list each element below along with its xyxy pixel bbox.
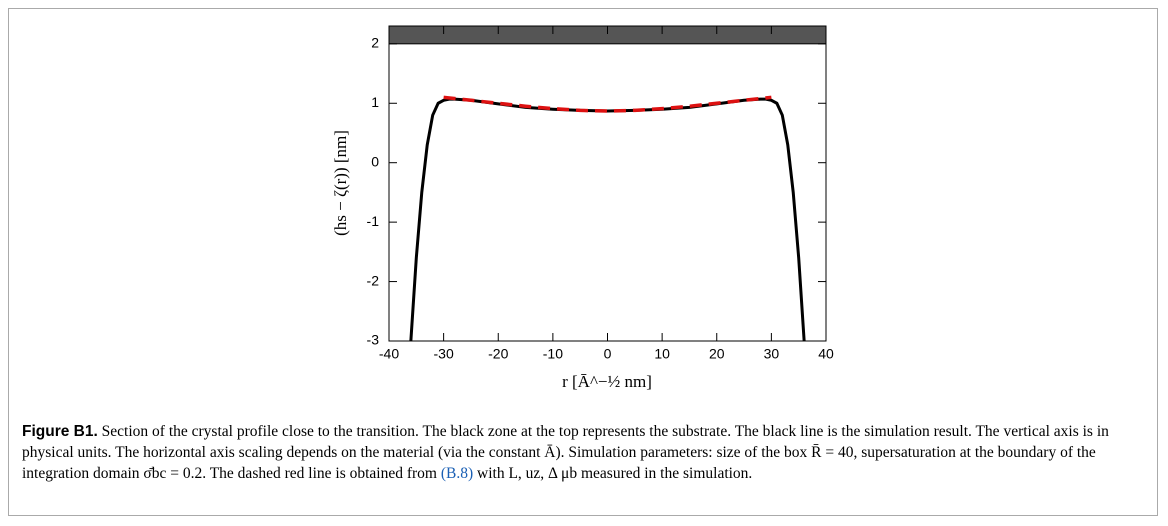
- caption-text: Section of the crystal profile close to …: [22, 423, 1109, 482]
- y-tick-label: 2: [371, 35, 379, 51]
- x-tick-label: 20: [709, 346, 725, 362]
- x-tick-label: 0: [604, 346, 612, 362]
- y-tick-label: -1: [367, 213, 380, 229]
- x-tick-label: 10: [654, 346, 670, 362]
- line: [443, 95, 772, 113]
- equation-ref[interactable]: (B.8): [440, 465, 474, 482]
- y-tick-label: -2: [367, 272, 380, 288]
- x-tick-label: -10: [543, 346, 563, 362]
- caption-label: Figure B1.: [22, 423, 98, 440]
- x-tick-label: 40: [818, 346, 834, 362]
- x-tick-label: 30: [764, 346, 780, 362]
- line: [409, 97, 806, 341]
- y-axis-label: (hs − ζ(r)) [nm]: [331, 130, 350, 236]
- figure-frame: [8, 8, 1158, 516]
- y-tick-label: 1: [371, 94, 379, 110]
- chart: r [Ā^−½ nm] (hs − ζ(r)) [nm] -3-2-1012-4…: [331, 25, 834, 391]
- plot-border: [388, 25, 827, 342]
- x-tick-label: -20: [488, 346, 508, 362]
- caption-text: with L, uz, Δ μb measured in the simulat…: [473, 465, 753, 482]
- x-tick-label: -40: [379, 346, 399, 362]
- x-tick-label: -30: [434, 346, 454, 362]
- y-tick-label: -3: [367, 332, 380, 348]
- x-axis-label: r [Ā^−½ nm]: [562, 372, 652, 391]
- y-tick-label: 0: [371, 153, 379, 169]
- caption: Figure B1. Section of the crystal profil…: [22, 421, 1142, 484]
